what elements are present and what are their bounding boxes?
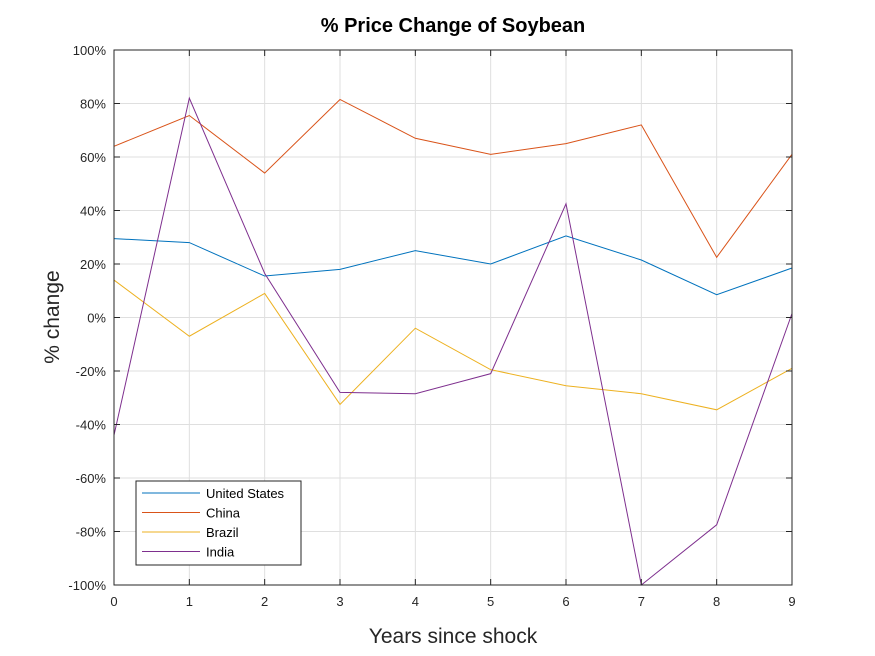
legend-entry: China — [206, 506, 241, 521]
y-tick-label: -40% — [76, 418, 107, 433]
x-tick-label: 5 — [487, 594, 494, 609]
y-axis-label: % change — [41, 270, 64, 363]
x-tick-label: 7 — [638, 594, 645, 609]
x-axis-label: Years since shock — [369, 625, 538, 648]
y-tick-label: -60% — [76, 471, 107, 486]
y-tick-label: 60% — [80, 150, 106, 165]
legend: United States China Brazil India — [135, 480, 302, 566]
x-tick-label: 6 — [562, 594, 569, 609]
y-tick-label: 80% — [80, 97, 106, 112]
y-tick-label: -100% — [68, 578, 106, 593]
series-line-brazil — [113, 279, 793, 411]
y-tick-label: -80% — [76, 525, 107, 540]
x-tick-label: 4 — [412, 594, 419, 609]
legend-entry: Brazil — [206, 525, 239, 540]
x-tick-label: 1 — [186, 594, 193, 609]
x-tick-label: 2 — [261, 594, 268, 609]
y-tick-label: 20% — [80, 257, 106, 272]
chart-title: % Price Change of Soybean — [321, 15, 586, 37]
y-tick-label: 0% — [87, 311, 106, 326]
series-line-united-states — [113, 235, 793, 296]
x-tick-label: 8 — [713, 594, 720, 609]
legend-entry: United States — [206, 486, 285, 501]
series-line-china — [113, 98, 793, 259]
legend-entry: India — [206, 545, 235, 560]
x-tick-label: 9 — [788, 594, 795, 609]
x-tick-label: 0 — [110, 594, 117, 609]
y-tick-label: -20% — [76, 364, 107, 379]
x-tick-label: 3 — [336, 594, 343, 609]
y-tick-label: 100% — [73, 43, 107, 58]
y-tick-label: 40% — [80, 204, 106, 219]
series-line-india — [113, 96, 793, 586]
